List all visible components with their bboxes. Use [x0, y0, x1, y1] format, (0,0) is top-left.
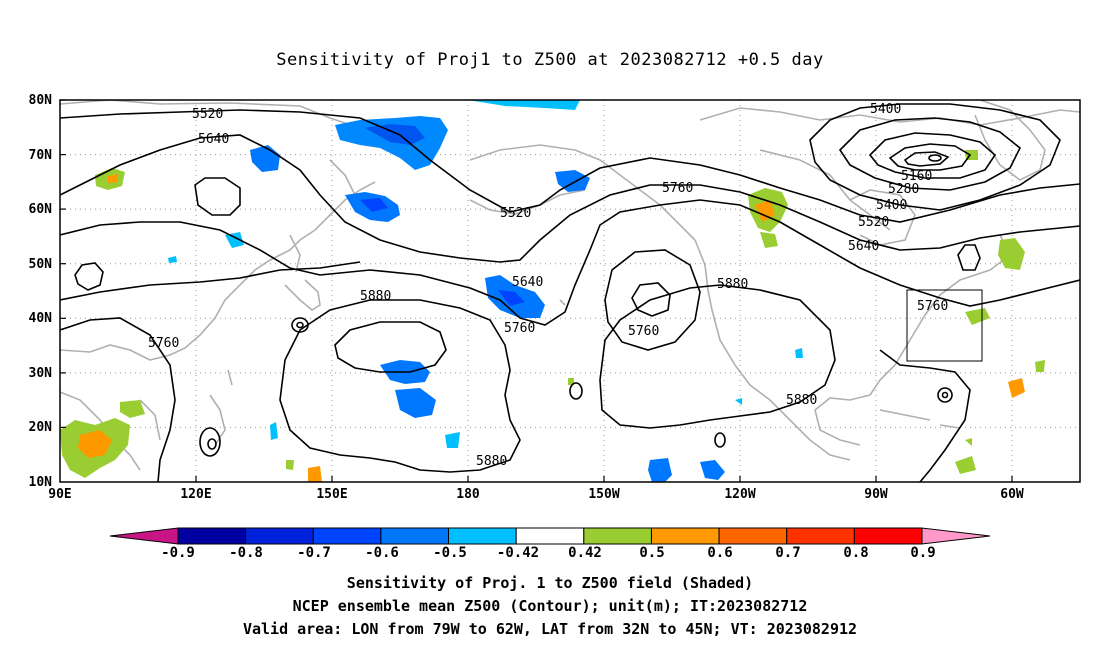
- lon-label: 120E: [180, 487, 211, 502]
- contour-label: 5400: [876, 198, 907, 213]
- colorbar-segment: [312, 527, 382, 545]
- lat-label: 70N: [29, 148, 53, 163]
- colorbar-segment: [448, 527, 517, 545]
- colorbar-segment: [177, 527, 247, 545]
- colorbar-label: -0.6: [365, 545, 399, 561]
- colorbar-label: 0.5: [639, 545, 664, 561]
- lat-label: 60N: [29, 202, 53, 217]
- lon-label: 180: [456, 487, 480, 502]
- lon-label: 150E: [316, 487, 347, 502]
- plot-frame: [59, 99, 1081, 483]
- lon-label: 150W: [588, 487, 619, 502]
- contour-label: 5160: [901, 169, 932, 184]
- z500-contours: [60, 103, 1080, 482]
- contour-label: 5880: [476, 454, 507, 469]
- colorbar-label: -0.42: [497, 545, 539, 561]
- contour-label: 5520: [858, 215, 889, 230]
- colorbar-segment: [515, 527, 585, 545]
- colorbar-segment: [583, 527, 652, 545]
- gridlines: [60, 100, 1080, 482]
- colorbar-label: -0.7: [297, 545, 331, 561]
- contour-label: 5760: [628, 324, 659, 339]
- colorbar-label: -0.9: [161, 545, 195, 561]
- colorbar-labels: -0.9 -0.8 -0.7 -0.6 -0.5 -0.42 0.42 0.5 …: [161, 545, 936, 561]
- lon-label: 120W: [724, 487, 755, 502]
- contour-label: 5280: [888, 182, 919, 197]
- colorbar-label: 0.8: [843, 545, 868, 561]
- contour-label: 5520: [192, 107, 223, 122]
- contour-label: 5400: [870, 102, 901, 117]
- lat-label: 50N: [29, 257, 53, 272]
- lat-label: 30N: [29, 366, 53, 381]
- colorbar-segment: [650, 527, 720, 545]
- contour-label: 5880: [360, 289, 391, 304]
- contour-label: 5760: [662, 181, 693, 196]
- colorbar-segment: [380, 527, 450, 545]
- colorbar-right-triangle: [921, 527, 991, 545]
- longitude-labels: 90E 120E 150E 180 150W 120W 90W 60W: [48, 487, 1024, 502]
- plot-area: [60, 100, 1080, 482]
- colorbar: [109, 527, 991, 545]
- map-title: Sensitivity of Proj1 to Z500 at 20230827…: [276, 50, 824, 70]
- contour-label: 5520: [500, 206, 531, 221]
- sensitivity-shading: [60, 100, 1045, 482]
- lat-label: 40N: [29, 311, 53, 326]
- contour-labels: 5520 5640 5400 5520 5760 5160 5280 5400 …: [148, 102, 948, 469]
- contour-label: 5760: [917, 299, 948, 314]
- contour-label: 5760: [148, 336, 179, 351]
- contour-label: 5640: [198, 132, 229, 147]
- colorbar-left-triangle: [109, 527, 179, 545]
- contour-label: 5880: [786, 393, 817, 408]
- contour-label: 5640: [848, 239, 879, 254]
- contour-label: 5640: [512, 275, 543, 290]
- valid-area-box: [906, 289, 983, 362]
- colorbar-segment: [853, 527, 923, 545]
- lon-label: 90W: [864, 487, 888, 502]
- colorbar-segment: [786, 527, 855, 545]
- lat-label: 20N: [29, 420, 53, 435]
- latitude-labels: 80N 70N 60N 50N 40N 30N 20N 10N: [29, 93, 53, 490]
- axis-ticks: [60, 99, 1013, 482]
- contour-label: 5760: [504, 321, 535, 336]
- lat-label: 80N: [29, 93, 53, 108]
- caption-shading: Sensitivity of Proj. 1 to Z500 field (Sh…: [346, 574, 754, 592]
- caption-contour: NCEP ensemble mean Z500 (Contour); unit(…: [292, 597, 808, 615]
- colorbar-label: -0.5: [433, 545, 467, 561]
- colorbar-segment: [245, 527, 314, 545]
- colorbar-label: 0.9: [910, 545, 935, 561]
- contour-label: 5880: [717, 277, 748, 292]
- lat-label: 10N: [29, 475, 53, 490]
- lon-label: 60W: [1000, 487, 1024, 502]
- caption-valid-area: Valid area: LON from 79W to 62W, LAT fro…: [242, 620, 858, 638]
- colorbar-label: 0.7: [775, 545, 800, 561]
- colorbar-label: 0.42: [568, 545, 602, 561]
- lon-label: 90E: [48, 487, 71, 502]
- colorbar-label: -0.8: [229, 545, 263, 561]
- colorbar-segment: [718, 527, 788, 545]
- colorbar-label: 0.6: [707, 545, 732, 561]
